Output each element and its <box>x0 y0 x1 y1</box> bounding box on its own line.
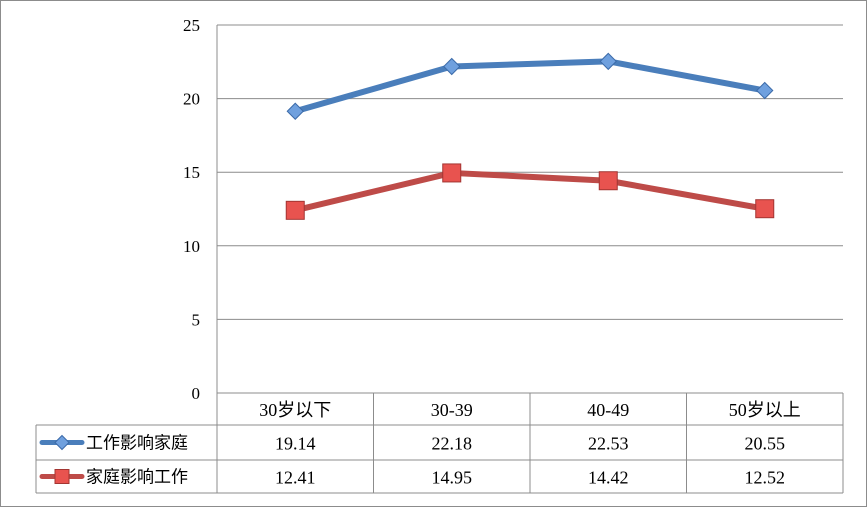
y-axis-ticks: 0 5 10 15 20 25 <box>183 16 200 403</box>
data-point-diamond <box>756 81 774 100</box>
table-value: 19.14 <box>275 434 316 454</box>
data-point-square <box>285 200 305 220</box>
data-point-square <box>598 171 618 191</box>
series-line <box>292 169 768 214</box>
table-value: 22.53 <box>588 434 629 454</box>
gridlines <box>216 24 843 393</box>
legend-label: 家庭影响工作 <box>86 468 188 488</box>
legend-diamond-marker <box>54 434 70 451</box>
category-label: 30-39 <box>431 400 473 420</box>
y-tick-label: 10 <box>183 237 200 256</box>
data-point-diamond <box>599 52 617 71</box>
y-tick-label: 20 <box>183 90 200 109</box>
table-value: 12.41 <box>275 468 316 488</box>
category-label: 50岁以上 <box>729 400 801 420</box>
table-value: 14.95 <box>432 468 473 488</box>
table-value: 22.18 <box>432 434 473 454</box>
data-point-diamond <box>443 57 461 76</box>
category-label: 40-49 <box>587 400 629 420</box>
category-label: 30岁以下 <box>259 400 331 420</box>
legend-label: 工作影响家庭 <box>86 434 188 454</box>
data-point-square <box>442 163 462 183</box>
y-tick-label: 0 <box>192 384 201 403</box>
y-tick-label: 25 <box>183 16 200 35</box>
series-markers <box>285 52 775 220</box>
legend-square-marker <box>54 469 70 484</box>
y-tick-label: 5 <box>192 310 201 329</box>
table-value: 12.52 <box>745 468 786 488</box>
table-value: 20.55 <box>745 434 786 454</box>
data-point-square <box>755 199 775 219</box>
data-point-diamond <box>286 102 304 120</box>
table-value: 14.42 <box>588 468 629 488</box>
series-lines <box>292 58 768 214</box>
y-tick-label: 15 <box>183 163 200 182</box>
series-line <box>292 58 768 115</box>
